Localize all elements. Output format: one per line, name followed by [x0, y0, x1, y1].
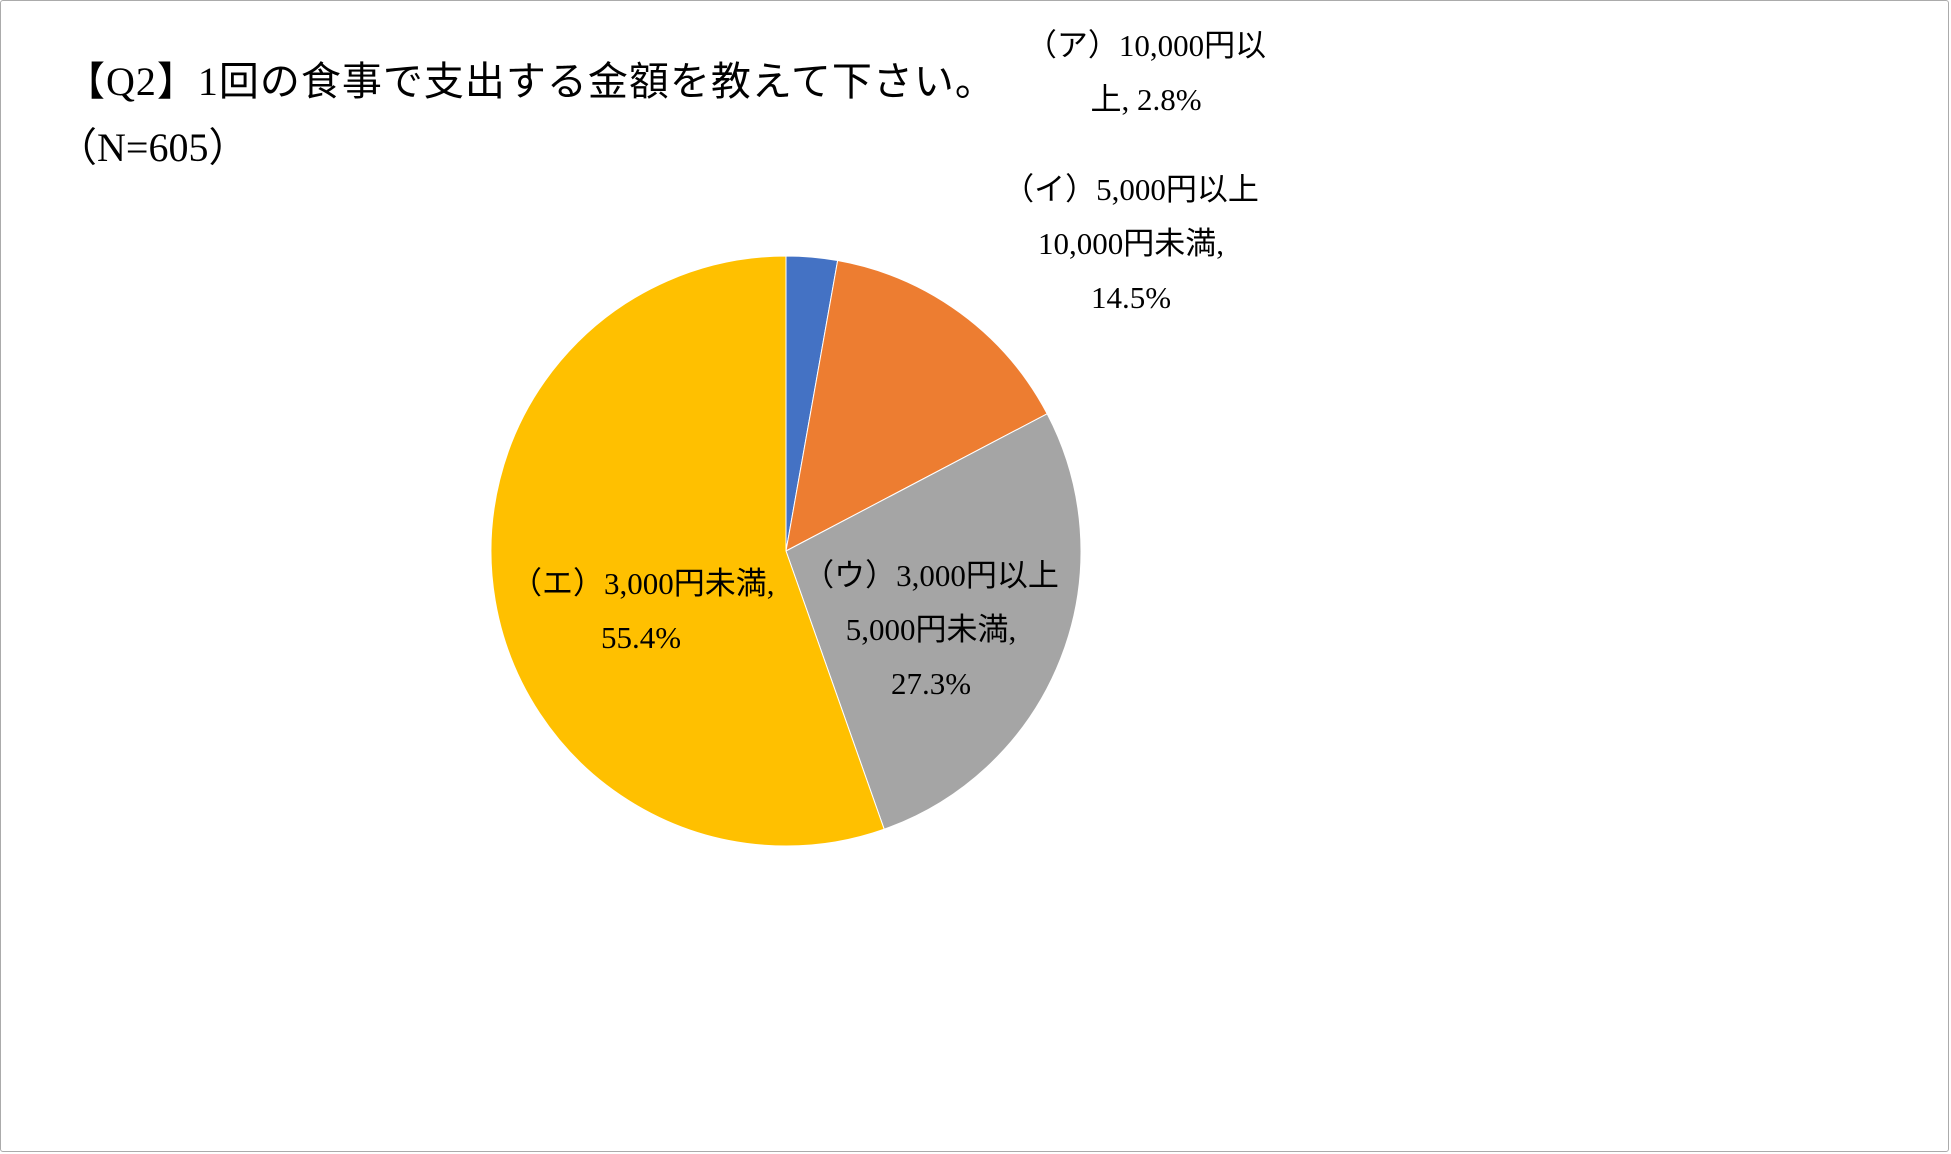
slice-label-line: 上, 2.8%	[1090, 82, 1202, 117]
slice-label-line: （ウ）3,000円以上	[803, 558, 1059, 593]
chart-title: 【Q2】1回の食事で支出する金額を教えて下さい。	[65, 59, 996, 104]
slice-label-10000-over: （ア）10,000円以 上, 2.8%	[1021, 19, 1271, 127]
pie-slice-2[interactable]	[785, 413, 1082, 830]
slice-label-line: 55.4%	[600, 620, 682, 655]
slice-label-line: （イ）5,000円以上	[1003, 172, 1259, 207]
slice-label-line: （エ）3,000円未満,	[511, 566, 775, 601]
slice-label-line: （ア）10,000円以	[1025, 28, 1267, 63]
chart-subtitle: （N=605）	[57, 125, 249, 170]
slice-label-line: 5,000円未満,	[845, 612, 1017, 647]
pie-slice-3[interactable]	[490, 255, 885, 847]
slice-label-5000-10000: （イ）5,000円以上 10,000円未満, 14.5%	[1001, 163, 1261, 325]
slice-label-under-3000: （エ）3,000円未満, 55.4%	[511, 557, 775, 665]
pie-slice-1[interactable]	[785, 259, 1048, 552]
slice-label-line: 14.5%	[1090, 280, 1172, 315]
slice-label-3000-5000: （ウ）3,000円以上 5,000円未満, 27.3%	[801, 549, 1061, 711]
pie-chart	[489, 254, 1083, 848]
slice-label-line: 10,000円未満,	[1038, 226, 1224, 261]
slice-label-line: 27.3%	[890, 666, 972, 701]
pie-svg	[490, 255, 1082, 847]
